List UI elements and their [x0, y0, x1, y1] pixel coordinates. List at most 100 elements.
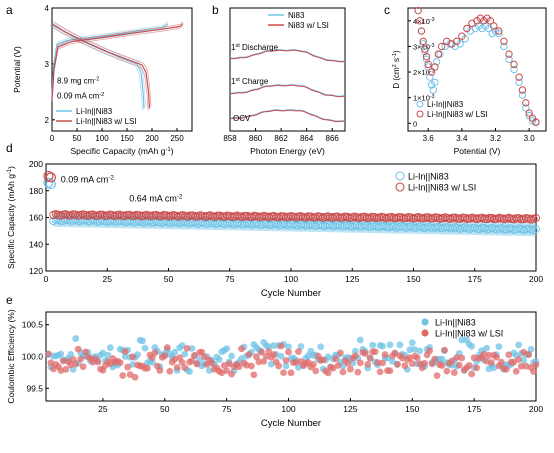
- x-tick-label-e: 75: [222, 404, 232, 414]
- data-point-e-1: [364, 360, 372, 368]
- curve-a-charge-1: [51, 21, 184, 99]
- x-tick-label-e: 125: [343, 404, 357, 414]
- data-point-e-1: [248, 362, 255, 370]
- data-point-c-0: [522, 104, 530, 112]
- data-point-e-1: [121, 348, 129, 355]
- data-point-e-1: [181, 364, 188, 372]
- data-point-e-1: [413, 354, 421, 361]
- spectrum-b-0-0: [229, 49, 346, 62]
- data-point-e-0: [171, 348, 179, 356]
- data-point-d-0: [43, 177, 54, 188]
- annotation-loading-part: 8.9 mg cm: [57, 76, 95, 85]
- data-point-e-0: [369, 341, 377, 349]
- data-point-e-1: [332, 355, 339, 363]
- spectrum-b-0-1: [229, 49, 346, 63]
- data-point-e-1: [173, 364, 181, 371]
- data-point-e-1: [193, 360, 201, 368]
- x-tick-label-d: 100: [284, 274, 298, 284]
- y-tick-label-c: 4×10-3: [413, 17, 435, 26]
- legend-marker-d: [395, 182, 405, 192]
- y-axis-label-c-part: s: [392, 58, 401, 64]
- y-tick-label-c: 2×10-3: [413, 68, 435, 77]
- legend-label-c: Li-In||Ni83 w/ LSI: [427, 110, 488, 119]
- data-point-c-1: [434, 50, 442, 58]
- data-point-c-0: [510, 65, 518, 74]
- data-point-e-1: [208, 359, 216, 367]
- data-point-e-1: [532, 361, 540, 369]
- data-point-e-0: [356, 336, 364, 344]
- data-point-d-0: [531, 224, 541, 234]
- data-point-c-0: [515, 78, 523, 87]
- data-point-e-1: [346, 365, 354, 373]
- data-point-e-1: [72, 360, 80, 368]
- data-point-e-1: [485, 351, 493, 359]
- data-point-e-1: [505, 351, 513, 359]
- curve-label-b-part: st: [235, 77, 240, 83]
- spectrum-b-1-0: [230, 84, 345, 97]
- x-axis-label-a-part: ): [171, 146, 174, 156]
- data-point-e-1: [287, 369, 295, 377]
- data-point-e-1: [473, 364, 481, 372]
- data-point-e-1: [530, 368, 537, 375]
- data-point-e-1: [62, 365, 70, 373]
- data-point-e-0: [379, 342, 386, 350]
- data-point-e-1: [94, 358, 102, 366]
- y-tick-label-a: 3: [45, 60, 50, 69]
- data-point-e-1: [163, 344, 171, 351]
- data-point-e-1: [178, 358, 186, 366]
- legend-marker-e: [421, 329, 429, 337]
- data-point-e-1: [488, 359, 495, 366]
- data-point-c-1: [525, 109, 533, 117]
- data-point-e-1: [376, 368, 384, 376]
- x-tick-label-e: 150: [405, 404, 419, 414]
- y-tick-label-e: 100.5: [22, 320, 44, 330]
- data-point-e-1: [470, 354, 478, 362]
- x-tick-label-b: 864: [300, 134, 314, 143]
- data-point-e-0: [149, 358, 156, 366]
- data-point-c-1: [486, 17, 495, 25]
- data-point-e-1: [344, 359, 352, 367]
- x-tick-label-b: 860: [249, 134, 263, 143]
- data-point-e-1: [443, 367, 451, 375]
- data-point-c-1: [522, 99, 530, 107]
- y-tick-label-c-part: -3: [430, 94, 435, 100]
- data-point-e-0: [389, 357, 396, 365]
- data-point-e-1: [280, 369, 287, 377]
- data-point-e-0: [72, 335, 80, 342]
- curve-label-b-part: 1: [231, 43, 236, 52]
- data-point-e-1: [275, 362, 283, 370]
- y-tick-label-c-part: -3: [430, 68, 435, 74]
- data-point-e-1: [116, 359, 124, 367]
- data-point-e-0: [396, 341, 404, 349]
- data-point-e-1: [255, 358, 263, 366]
- data-point-d-1: [45, 172, 57, 183]
- x-axis-label-a: Specific Capacity (mAh g-1): [70, 146, 173, 156]
- data-point-e-0: [215, 356, 223, 363]
- data-point-c-1: [427, 68, 436, 76]
- data-point-e-0: [106, 344, 114, 352]
- data-point-c-1: [431, 63, 439, 71]
- data-point-e-0: [527, 345, 535, 353]
- y-tick-label-a: 4: [45, 4, 50, 13]
- data-point-e-0: [285, 343, 292, 351]
- data-point-e-1: [228, 370, 236, 378]
- data-point-e-0: [438, 355, 446, 363]
- y-axis-label-c: D (cm2 s-1): [392, 50, 401, 89]
- x-tick-label-e: 175: [467, 404, 481, 414]
- data-point-e-0: [483, 344, 490, 352]
- data-point-c-1: [424, 60, 432, 69]
- data-point-e-0: [129, 360, 137, 368]
- data-point-e-1: [319, 356, 327, 364]
- panel-label-a: a: [6, 3, 13, 17]
- curve-label-b: 1st Charge: [231, 77, 269, 86]
- data-point-e-0: [317, 343, 325, 351]
- x-tick-label-e: 25: [98, 404, 108, 414]
- data-point-e-1: [394, 361, 401, 368]
- data-point-e-1: [45, 350, 52, 358]
- data-point-e-1: [225, 360, 233, 368]
- legend-marker-c: [416, 110, 424, 118]
- x-axis-label-c: Potential (V): [454, 146, 501, 156]
- data-point-e-1: [408, 360, 416, 367]
- y-tick-label-d: 180: [29, 186, 43, 196]
